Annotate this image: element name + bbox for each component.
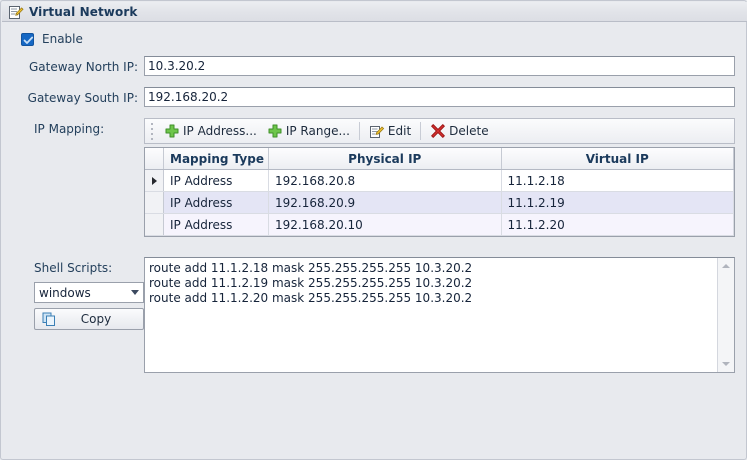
panel-title: Virtual Network	[29, 4, 138, 19]
gateway-south-input[interactable]	[144, 87, 735, 107]
chevron-down-icon[interactable]	[126, 290, 143, 295]
scroll-down-arrow-icon[interactable]	[718, 356, 735, 372]
cell-physical-ip: 192.168.20.10	[268, 213, 502, 236]
drag-grip-icon[interactable]	[148, 122, 156, 140]
cell-mapping-type: IP Address	[163, 169, 269, 192]
gateway-south-label: Gateway South IP:	[27, 91, 138, 105]
cell-virtual-ip: 11.1.2.19	[501, 191, 734, 214]
add-ip-address-label: IP Address...	[183, 124, 257, 138]
enable-checkbox[interactable]	[21, 32, 34, 46]
table-row[interactable]: IP Address 192.168.20.8 11.1.2.18	[145, 169, 734, 192]
add-ip-range-label: IP Range...	[285, 124, 350, 138]
cell-mapping-type: IP Address	[163, 213, 269, 236]
table-row[interactable]: IP Address 192.168.20.10 11.1.2.20	[145, 213, 734, 236]
shell-scripts-label: Shell Scripts:	[34, 261, 113, 275]
checkmark-icon	[23, 36, 34, 44]
platform-dropdown-value: windows	[39, 285, 91, 300]
cell-virtual-ip: 11.1.2.18	[501, 169, 734, 192]
shell-scripts-textarea[interactable]: route add 11.1.2.18 mask 255.255.255.255…	[144, 257, 735, 373]
panel-titlebar: Virtual Network	[2, 2, 747, 22]
row-selector[interactable]	[145, 213, 164, 236]
ip-mapping-grid[interactable]: Mapping Type Physical IP Virtual IP IP A…	[144, 147, 735, 237]
edit-label: Edit	[387, 124, 412, 138]
copy-pages-icon	[42, 312, 55, 326]
column-header-virtual-ip[interactable]: Virtual IP	[501, 148, 734, 170]
edit-note-pencil-icon	[369, 126, 385, 138]
delete-red-x-icon	[431, 124, 446, 138]
plus-green-icon	[165, 124, 179, 138]
delete-button[interactable]: Delete	[425, 119, 493, 143]
grid-header-row: Mapping Type Physical IP Virtual IP	[145, 148, 734, 170]
copy-button[interactable]: Copy	[34, 308, 144, 330]
platform-dropdown[interactable]: windows	[34, 282, 144, 303]
ip-mapping-toolbar: IP Address... IP Range... Edit D	[144, 118, 735, 144]
copy-button-label: Copy	[80, 312, 112, 326]
grid-corner-header	[145, 148, 164, 170]
edit-button[interactable]: Edit	[364, 119, 416, 143]
row-selector-arrow-icon	[151, 177, 157, 185]
cell-mapping-type: IP Address	[163, 191, 269, 214]
gateway-north-input[interactable]	[144, 56, 735, 76]
gateway-north-label: Gateway North IP:	[28, 60, 138, 74]
column-header-mapping-type[interactable]: Mapping Type	[163, 148, 269, 170]
enable-label: Enable	[42, 32, 83, 46]
column-header-physical-ip[interactable]: Physical IP	[268, 148, 502, 170]
shell-scripts-scrollbar[interactable]	[717, 258, 734, 372]
cell-physical-ip: 192.168.20.9	[268, 191, 502, 214]
plus-green-icon	[268, 124, 282, 138]
enable-checkbox-row[interactable]: Enable	[21, 32, 83, 46]
scroll-up-arrow-icon[interactable]	[718, 258, 735, 274]
ip-mapping-label: IP Mapping:	[34, 122, 105, 136]
cell-physical-ip: 192.168.20.8	[268, 169, 502, 192]
table-row[interactable]: IP Address 192.168.20.9 11.1.2.19	[145, 191, 734, 214]
shell-scripts-content[interactable]: route add 11.1.2.18 mask 255.255.255.255…	[149, 261, 473, 305]
toolbar-separator	[358, 122, 360, 140]
add-ip-address-button[interactable]: IP Address...	[159, 119, 262, 143]
toolbar-separator	[420, 122, 422, 140]
note-pencil-icon	[9, 5, 24, 19]
cell-virtual-ip: 11.1.2.20	[501, 213, 734, 236]
delete-label: Delete	[449, 124, 489, 138]
add-ip-range-button[interactable]: IP Range...	[262, 119, 355, 143]
row-selector[interactable]	[145, 191, 164, 214]
row-selector[interactable]	[145, 169, 164, 192]
